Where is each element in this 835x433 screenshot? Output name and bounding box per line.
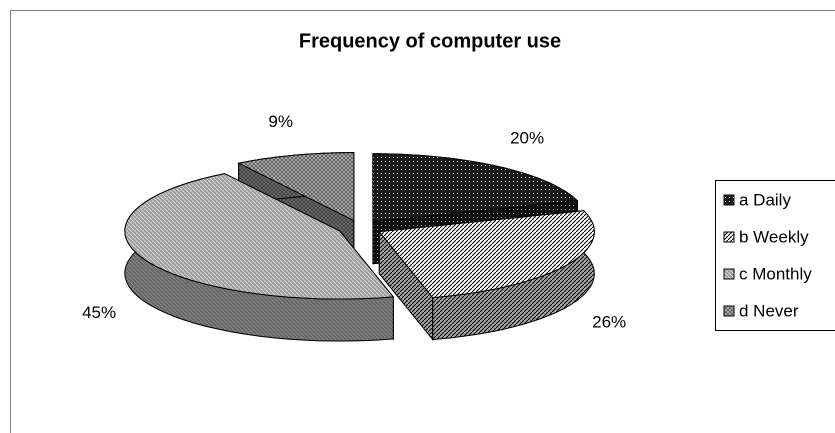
legend-swatch [723, 305, 735, 317]
legend-swatch [723, 231, 735, 243]
legend-swatch [723, 268, 735, 280]
slice [124, 173, 395, 300]
legend-label: b Weekly [739, 227, 809, 246]
legend-swatch [723, 194, 735, 206]
data-label: 9% [268, 112, 293, 131]
legend-label: d Never [739, 301, 799, 320]
slice-shade [379, 231, 433, 340]
chart-frame [10, 10, 835, 433]
data-label: 26% [592, 312, 626, 331]
data-label: 20% [510, 129, 544, 148]
data-label: 45% [82, 303, 116, 322]
chart-title: Frequency of computer use [299, 30, 561, 52]
legend-label: c Monthly [739, 264, 812, 283]
legend-label: a Daily [739, 190, 791, 209]
legend-box [715, 180, 835, 331]
slice [372, 153, 579, 223]
slice [378, 210, 595, 299]
slice [237, 152, 355, 222]
